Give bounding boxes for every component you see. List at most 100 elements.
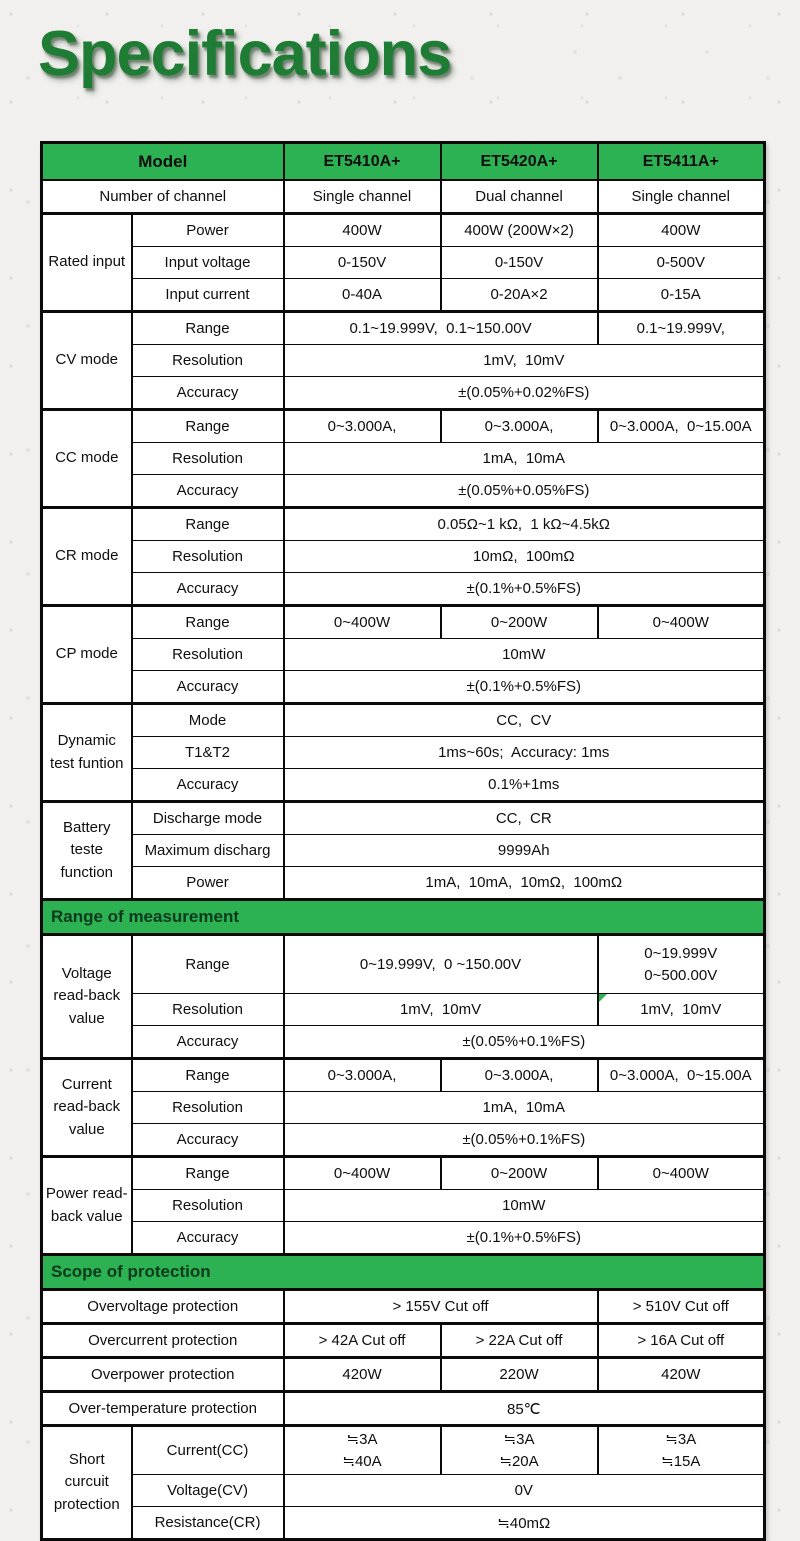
row-dynamic-accuracy: Accuracy 0.1%+1ms bbox=[42, 768, 766, 802]
row-pread-range: Power read-back value Range 0~400W 0~200… bbox=[40, 1155, 766, 1255]
row-pread-resolution: Resolution 10mW bbox=[42, 1189, 766, 1222]
cell: 0~200W bbox=[439, 1155, 599, 1190]
cell: 420W bbox=[282, 1356, 442, 1392]
row-label: Overpower protection bbox=[40, 1356, 285, 1392]
cell: > 42A Cut off bbox=[282, 1322, 442, 1358]
row-label: Range bbox=[130, 506, 285, 541]
group-label-rated-input: Rated input bbox=[40, 212, 133, 312]
cell: 0~3.000A, 0~15.00A bbox=[596, 1057, 766, 1092]
cell: 1mA, 10mA bbox=[282, 442, 766, 475]
row-cr-resolution: Resolution 10mΩ, 100mΩ bbox=[42, 540, 766, 573]
green-corner-mark bbox=[599, 994, 607, 1002]
cell: 0-150V bbox=[282, 246, 442, 279]
cell: 0~400W bbox=[596, 1155, 766, 1190]
row-short-voltage-cv: Voltage(CV) 0V bbox=[42, 1474, 766, 1507]
row-cr-range: CR mode Range 0.05Ω~1 kΩ, 1 kΩ~4.5kΩ bbox=[40, 506, 766, 606]
row-cp-range: CP mode Range 0~400W 0~200W 0~400W bbox=[40, 604, 766, 704]
row-battery-discharge-mode: Battery teste function Discharge mode CC… bbox=[40, 800, 766, 900]
row-label: Maximum discharg bbox=[130, 834, 285, 867]
cell: 400W (200W×2) bbox=[439, 212, 599, 247]
row-label: Resolution bbox=[130, 1189, 285, 1222]
row-iread-range: Current read-back value Range 0~3.000A, … bbox=[40, 1057, 766, 1157]
cell: ≒3A ≒15A bbox=[596, 1424, 766, 1475]
cell: 10mW bbox=[282, 1189, 766, 1222]
cell: 0~400W bbox=[282, 604, 442, 639]
row-label: Overvoltage protection bbox=[40, 1288, 285, 1324]
cell: 0-150V bbox=[439, 246, 599, 279]
row-label: Number of channel bbox=[40, 179, 285, 214]
header-row: Model ET5410A+ ET5420A+ ET5411A+ bbox=[40, 142, 766, 181]
row-input-voltage: Input voltage 0-150V 0-150V 0-500V bbox=[42, 246, 766, 279]
cell: 85℃ bbox=[282, 1390, 766, 1426]
cell: ±(0.1%+0.5%FS) bbox=[282, 1221, 766, 1255]
cell: CC, CR bbox=[282, 800, 766, 835]
row-label: Range bbox=[130, 1057, 285, 1092]
cell: 1ms~60s; Accuracy: 1ms bbox=[282, 736, 766, 769]
cell: 420W bbox=[596, 1356, 766, 1392]
row-overtemperature-protection: Over-temperature protection 85℃ bbox=[40, 1390, 766, 1426]
cell: 0-500V bbox=[596, 246, 766, 279]
row-iread-resolution: Resolution 1mA, 10mA bbox=[42, 1091, 766, 1124]
cell: ≒40mΩ bbox=[282, 1506, 766, 1540]
row-label: Input voltage bbox=[130, 246, 285, 279]
group-label-cv-mode: CV mode bbox=[40, 310, 133, 410]
row-overcurrent-protection: Overcurrent protection > 42A Cut off > 2… bbox=[40, 1322, 766, 1358]
cell: ±(0.1%+0.5%FS) bbox=[282, 572, 766, 606]
cell: 0~19.999V, 0 ~150.00V bbox=[282, 933, 599, 994]
row-rated-power: Rated input Power 400W 400W (200W×2) 400… bbox=[40, 212, 766, 312]
cell: 1mA, 10mA, 10mΩ, 100mΩ bbox=[282, 866, 766, 900]
row-label: Range bbox=[130, 604, 285, 639]
cell: 0~400W bbox=[596, 604, 766, 639]
column-header-et5411a: ET5411A+ bbox=[596, 142, 766, 181]
cell: 0~3.000A, bbox=[439, 408, 599, 443]
row-label: Range bbox=[130, 408, 285, 443]
group-label-cc-mode: CC mode bbox=[40, 408, 133, 508]
cell: 0~400W bbox=[282, 1155, 442, 1190]
row-label: Range bbox=[130, 310, 285, 345]
row-label: Range bbox=[130, 1155, 285, 1190]
cell: 10mΩ, 100mΩ bbox=[282, 540, 766, 573]
cell: 400W bbox=[596, 212, 766, 247]
cell: Single channel bbox=[282, 179, 442, 214]
group-label-cp-mode: CP mode bbox=[40, 604, 133, 704]
cell: ±(0.05%+0.05%FS) bbox=[282, 474, 766, 508]
row-label: Discharge mode bbox=[130, 800, 285, 835]
row-pread-accuracy: Accuracy ±(0.1%+0.5%FS) bbox=[42, 1221, 766, 1255]
row-label: Accuracy bbox=[130, 572, 285, 606]
row-label: Resistance(CR) bbox=[130, 1506, 285, 1540]
row-label: Over-temperature protection bbox=[40, 1390, 285, 1426]
cell: 9999Ah bbox=[282, 834, 766, 867]
row-label: Accuracy bbox=[130, 474, 285, 508]
row-overvoltage-protection: Overvoltage protection > 155V Cut off > … bbox=[40, 1288, 766, 1324]
cell: ≒3A ≒40A bbox=[282, 1424, 442, 1475]
row-label: T1&T2 bbox=[130, 736, 285, 769]
band-title: Range of measurement bbox=[40, 898, 766, 936]
row-battery-power: Power 1mA, 10mA, 10mΩ, 100mΩ bbox=[42, 866, 766, 900]
section-band-scope-of-protection: Scope of protection bbox=[40, 1253, 766, 1291]
row-label: Resolution bbox=[130, 344, 285, 377]
row-label: Power bbox=[130, 212, 285, 247]
cell: ±(0.1%+0.5%FS) bbox=[282, 670, 766, 704]
cell: 0.1%+1ms bbox=[282, 768, 766, 802]
group-label-power-readback: Power read-back value bbox=[40, 1155, 133, 1255]
row-label: Accuracy bbox=[130, 768, 285, 802]
row-label: Current(CC) bbox=[130, 1424, 285, 1475]
row-overpower-protection: Overpower protection 420W 220W 420W bbox=[40, 1356, 766, 1392]
cell: 1mV, 10mV bbox=[282, 993, 599, 1026]
group-label-short-circuit: Short curcuit protection bbox=[40, 1424, 133, 1540]
group-label-dynamic-test: Dynamic test funtion bbox=[40, 702, 133, 802]
row-cv-resolution: Resolution 1mV, 10mV bbox=[42, 344, 766, 377]
cell: > 510V Cut off bbox=[596, 1288, 766, 1324]
row-label: Accuracy bbox=[130, 1221, 285, 1255]
cell: 0.05Ω~1 kΩ, 1 kΩ~4.5kΩ bbox=[282, 506, 766, 541]
row-label: Mode bbox=[130, 702, 285, 737]
row-cc-accuracy: Accuracy ±(0.05%+0.05%FS) bbox=[42, 474, 766, 508]
cell: 0-40A bbox=[282, 278, 442, 312]
cell: 0V bbox=[282, 1474, 766, 1507]
cell: CC, CV bbox=[282, 702, 766, 737]
cell: 0~3.000A, 0~15.00A bbox=[596, 408, 766, 443]
row-cc-resolution: Resolution 1mA, 10mA bbox=[42, 442, 766, 475]
row-label: Accuracy bbox=[130, 1025, 285, 1059]
cell: 0-15A bbox=[596, 278, 766, 312]
row-iread-accuracy: Accuracy ±(0.05%+0.1%FS) bbox=[42, 1123, 766, 1157]
